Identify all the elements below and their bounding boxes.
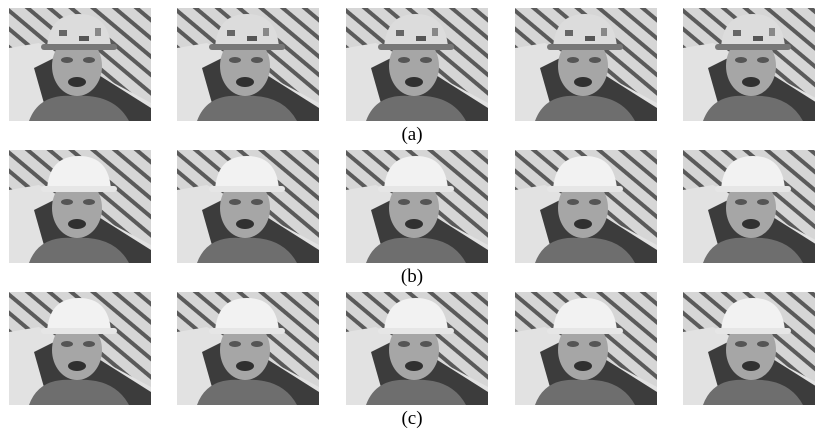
row-label: (b): [401, 266, 423, 287]
panels: [9, 8, 815, 405]
video-frame: [9, 292, 151, 405]
video-frame: [346, 8, 488, 121]
video-frame: [177, 292, 319, 405]
video-frame: [515, 8, 657, 121]
video-frame: [683, 292, 815, 405]
row-label: (c): [401, 408, 422, 429]
video-frame: [9, 150, 151, 263]
video-frame: [515, 292, 657, 405]
figure: (a) (b) (c): [0, 0, 815, 434]
video-frame: [177, 8, 319, 121]
video-frame: [515, 150, 657, 263]
video-frame: [683, 8, 815, 121]
video-frame: [346, 292, 488, 405]
page: (a) (b) (c) (() => { const data = JSON.p…: [0, 0, 815, 434]
video-frame: [683, 150, 815, 263]
video-frame: [177, 150, 319, 263]
row-label: (a): [401, 124, 422, 145]
video-frame: [346, 150, 488, 263]
video-frame: [9, 8, 151, 121]
